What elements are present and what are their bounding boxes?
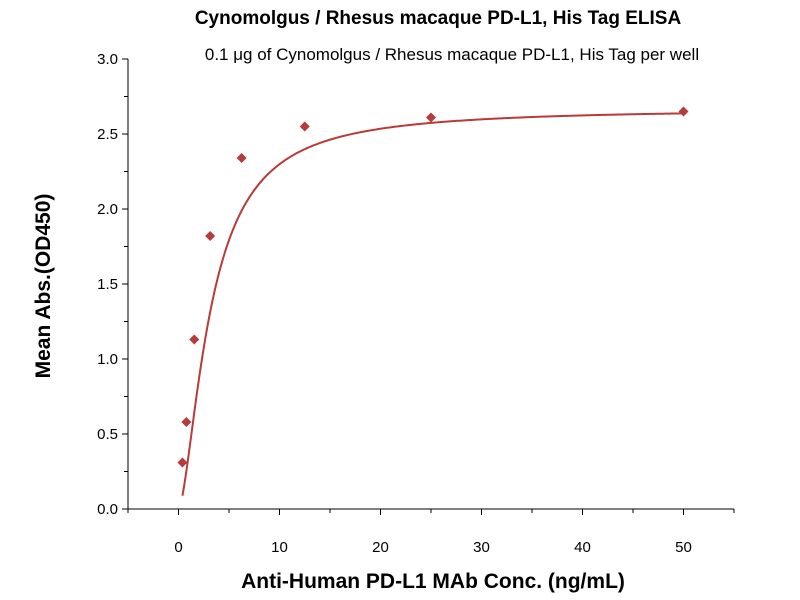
data-point-marker [678,106,689,117]
y-tick-label: 2.5 [97,126,118,143]
x-tick-label: 50 [675,539,692,556]
data-point-marker [299,121,310,132]
y-tick-label: 0.0 [97,501,118,518]
y-tick-label: 1.5 [97,276,118,293]
y-tick-label: 3.0 [97,51,118,68]
fit-curve-line [181,112,684,496]
x-tick-label: 0 [174,539,182,556]
chart-title: Cynomolgus / Rhesus macaque PD-L1, His T… [195,8,682,29]
chart-subtitle: 0.1 μg of Cynomolgus / Rhesus macaque PD… [205,45,699,64]
data-points [177,106,689,468]
axes [127,59,734,510]
data-point-marker [181,417,192,427]
y-ticks: 0.0 0.5 1.0 1.5 2.0 2.5 3.0 [97,51,128,518]
x-tick-label: 30 [473,539,490,556]
y-tick-label: 0.5 [97,426,118,443]
fit-curve [181,112,684,496]
x-tick-label: 10 [271,539,288,556]
y-axis-label: Mean Abs.(OD450) [32,194,55,379]
y-tick-label: 2.0 [97,201,118,218]
data-point-marker [236,153,247,163]
data-point-marker [426,112,436,123]
x-tick-label: 40 [574,539,591,556]
data-point-marker [177,457,188,468]
data-point-marker [205,231,216,241]
x-axis-label: Anti-Human PD-L1 MAb Conc. (ng/mL) [241,570,625,593]
x-tick-label: 20 [372,539,389,556]
y-tick-label: 1.0 [97,351,118,368]
x-ticks: 0 10 20 30 40 50 [127,509,735,556]
data-point-marker [189,334,200,345]
